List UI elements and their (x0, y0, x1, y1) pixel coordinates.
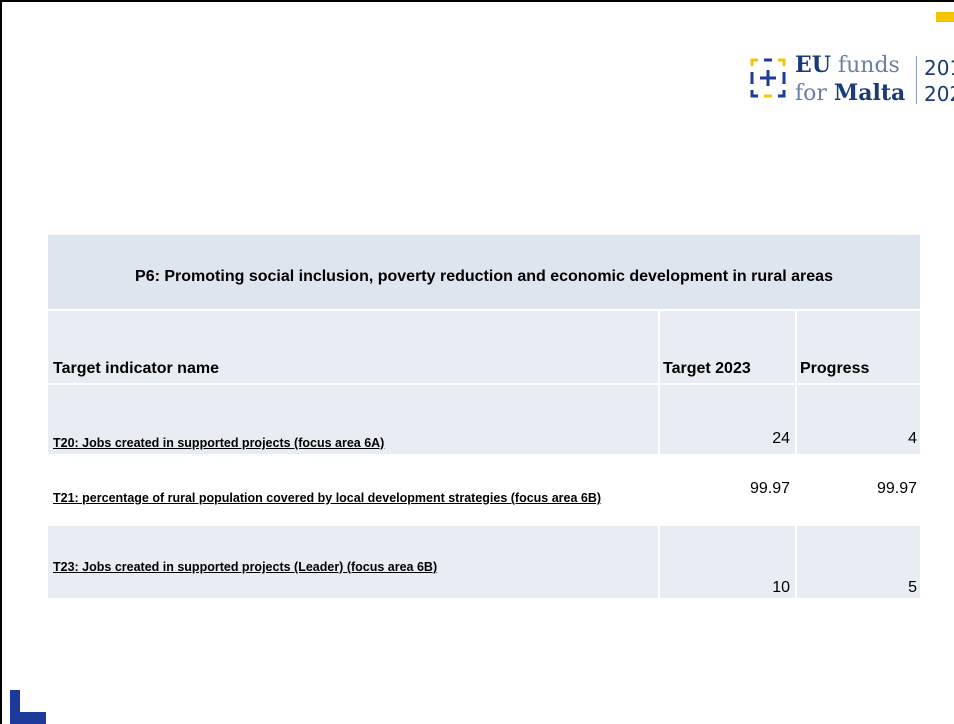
logo-line1: EU funds (795, 52, 900, 78)
title-cell (48, 235, 920, 309)
logo-for: for (795, 81, 827, 106)
header-cell: Target 2023 (663, 360, 751, 377)
column-divider (658, 311, 660, 598)
logo-eu: EU (795, 52, 831, 78)
indicator-name: T20: Jobs created in supported projects … (53, 436, 385, 450)
progress-value: 5 (908, 579, 917, 596)
table-title: P6: Promoting social inclusion, poverty … (135, 268, 833, 285)
header-cell: Progress (800, 360, 870, 377)
column-divider (795, 311, 797, 598)
logo-year-start: 2014 (924, 56, 954, 80)
progress-value: 4 (908, 430, 917, 447)
indicator-name: T21: percentage of rural population cove… (53, 491, 602, 505)
logo-icon (750, 58, 786, 98)
logo-malta: Malta (833, 80, 906, 106)
header-row (48, 311, 920, 383)
progress-value: 99.97 (876, 480, 917, 497)
header-cell: Target indicator name (53, 360, 219, 377)
logo-funds: funds (837, 53, 900, 78)
blue-corner (10, 690, 20, 724)
target-value: 24 (772, 430, 790, 447)
logo-line2: for Malta (795, 80, 905, 106)
frame-left (0, 0, 2, 724)
target-value: 10 (772, 579, 790, 596)
logo-divider (916, 56, 917, 104)
row-bg (48, 385, 920, 454)
yellow-accent (936, 12, 954, 22)
blue-corner (10, 712, 46, 724)
row-bg (48, 456, 920, 524)
target-value: 99.97 (749, 480, 790, 497)
frame-top (0, 0, 954, 2)
indicator-name: T23: Jobs created in supported projects … (53, 560, 438, 574)
row-bg (48, 526, 920, 598)
